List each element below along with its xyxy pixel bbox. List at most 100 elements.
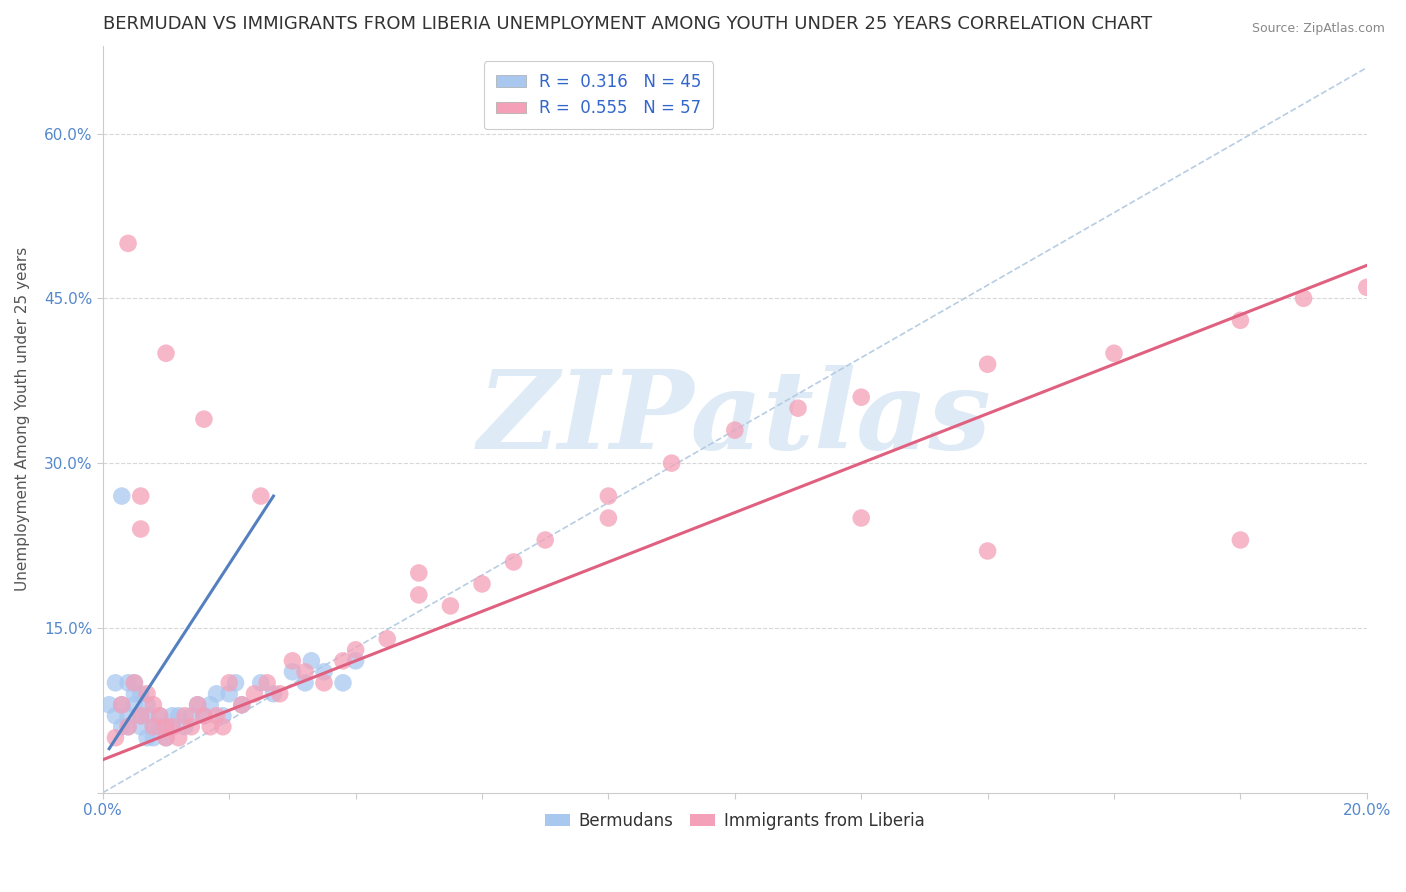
Point [262, 687, 284, 701]
Point [269, 687, 291, 701]
Point [124, 687, 146, 701]
Point [205, 687, 228, 701]
Point [281, 665, 304, 679]
Point [661, 456, 683, 470]
Point [180, 720, 202, 734]
Point [155, 720, 177, 734]
Point [167, 708, 190, 723]
Point [187, 698, 209, 712]
Point [225, 675, 247, 690]
Point [180, 708, 202, 723]
Point [281, 654, 304, 668]
Y-axis label: Unemployment Among Youth under 25 years: Unemployment Among Youth under 25 years [15, 247, 30, 591]
Point [200, 720, 222, 734]
Point [155, 731, 177, 745]
Point [162, 720, 184, 734]
Point [149, 720, 172, 734]
Point [162, 720, 184, 734]
Point [332, 654, 354, 668]
Point [124, 698, 146, 712]
Point [129, 489, 152, 503]
Point [104, 675, 127, 690]
Point [1102, 346, 1125, 360]
Point [243, 687, 266, 701]
Point [249, 489, 271, 503]
Point [294, 675, 316, 690]
Point [312, 665, 335, 679]
Point [408, 566, 430, 580]
Point [976, 544, 998, 558]
Point [502, 555, 524, 569]
Point [193, 708, 215, 723]
Point [598, 489, 620, 503]
Point [136, 698, 159, 712]
Point [312, 675, 335, 690]
Point [598, 511, 620, 525]
Point [149, 708, 172, 723]
Point [193, 412, 215, 426]
Point [142, 698, 165, 712]
Legend: Bermudans, Immigrants from Liberia: Bermudans, Immigrants from Liberia [538, 805, 931, 837]
Point [149, 708, 172, 723]
Point [256, 675, 278, 690]
Point [142, 731, 165, 745]
Point [787, 401, 810, 416]
Point [375, 632, 398, 646]
Point [98, 698, 121, 712]
Point [155, 720, 177, 734]
Point [471, 577, 494, 591]
Point [117, 236, 139, 251]
Point [249, 675, 271, 690]
Point [724, 423, 747, 437]
Point [167, 731, 190, 745]
Point [117, 720, 139, 734]
Point [344, 643, 367, 657]
Point [136, 708, 159, 723]
Point [111, 720, 134, 734]
Point [976, 357, 998, 371]
Point [294, 665, 316, 679]
Point [200, 698, 222, 712]
Point [162, 708, 184, 723]
Point [212, 720, 235, 734]
Point [117, 708, 139, 723]
Point [129, 708, 152, 723]
Point [1292, 291, 1315, 305]
Point [332, 675, 354, 690]
Text: BERMUDAN VS IMMIGRANTS FROM LIBERIA UNEMPLOYMENT AMONG YOUTH UNDER 25 YEARS CORR: BERMUDAN VS IMMIGRANTS FROM LIBERIA UNEM… [103, 15, 1152, 33]
Point [129, 522, 152, 536]
Point [218, 687, 240, 701]
Point [1229, 313, 1251, 327]
Point [124, 675, 146, 690]
Point [111, 698, 134, 712]
Point [124, 675, 146, 690]
Point [174, 720, 197, 734]
Point [155, 731, 177, 745]
Point [136, 731, 159, 745]
Point [155, 346, 177, 360]
Point [111, 698, 134, 712]
Point [218, 675, 240, 690]
Point [439, 599, 461, 613]
Point [193, 708, 215, 723]
Point [534, 533, 557, 547]
Point [408, 588, 430, 602]
Point [1355, 280, 1378, 294]
Point [344, 654, 367, 668]
Point [231, 698, 253, 712]
Point [187, 698, 209, 712]
Point [1229, 533, 1251, 547]
Point [117, 675, 139, 690]
Point [299, 654, 322, 668]
Point [851, 390, 873, 404]
Point [142, 720, 165, 734]
Point [129, 720, 152, 734]
Point [129, 708, 152, 723]
Point [117, 720, 139, 734]
Point [851, 511, 873, 525]
Point [142, 720, 165, 734]
Point [104, 731, 127, 745]
Point [174, 708, 197, 723]
Point [129, 687, 152, 701]
Point [231, 698, 253, 712]
